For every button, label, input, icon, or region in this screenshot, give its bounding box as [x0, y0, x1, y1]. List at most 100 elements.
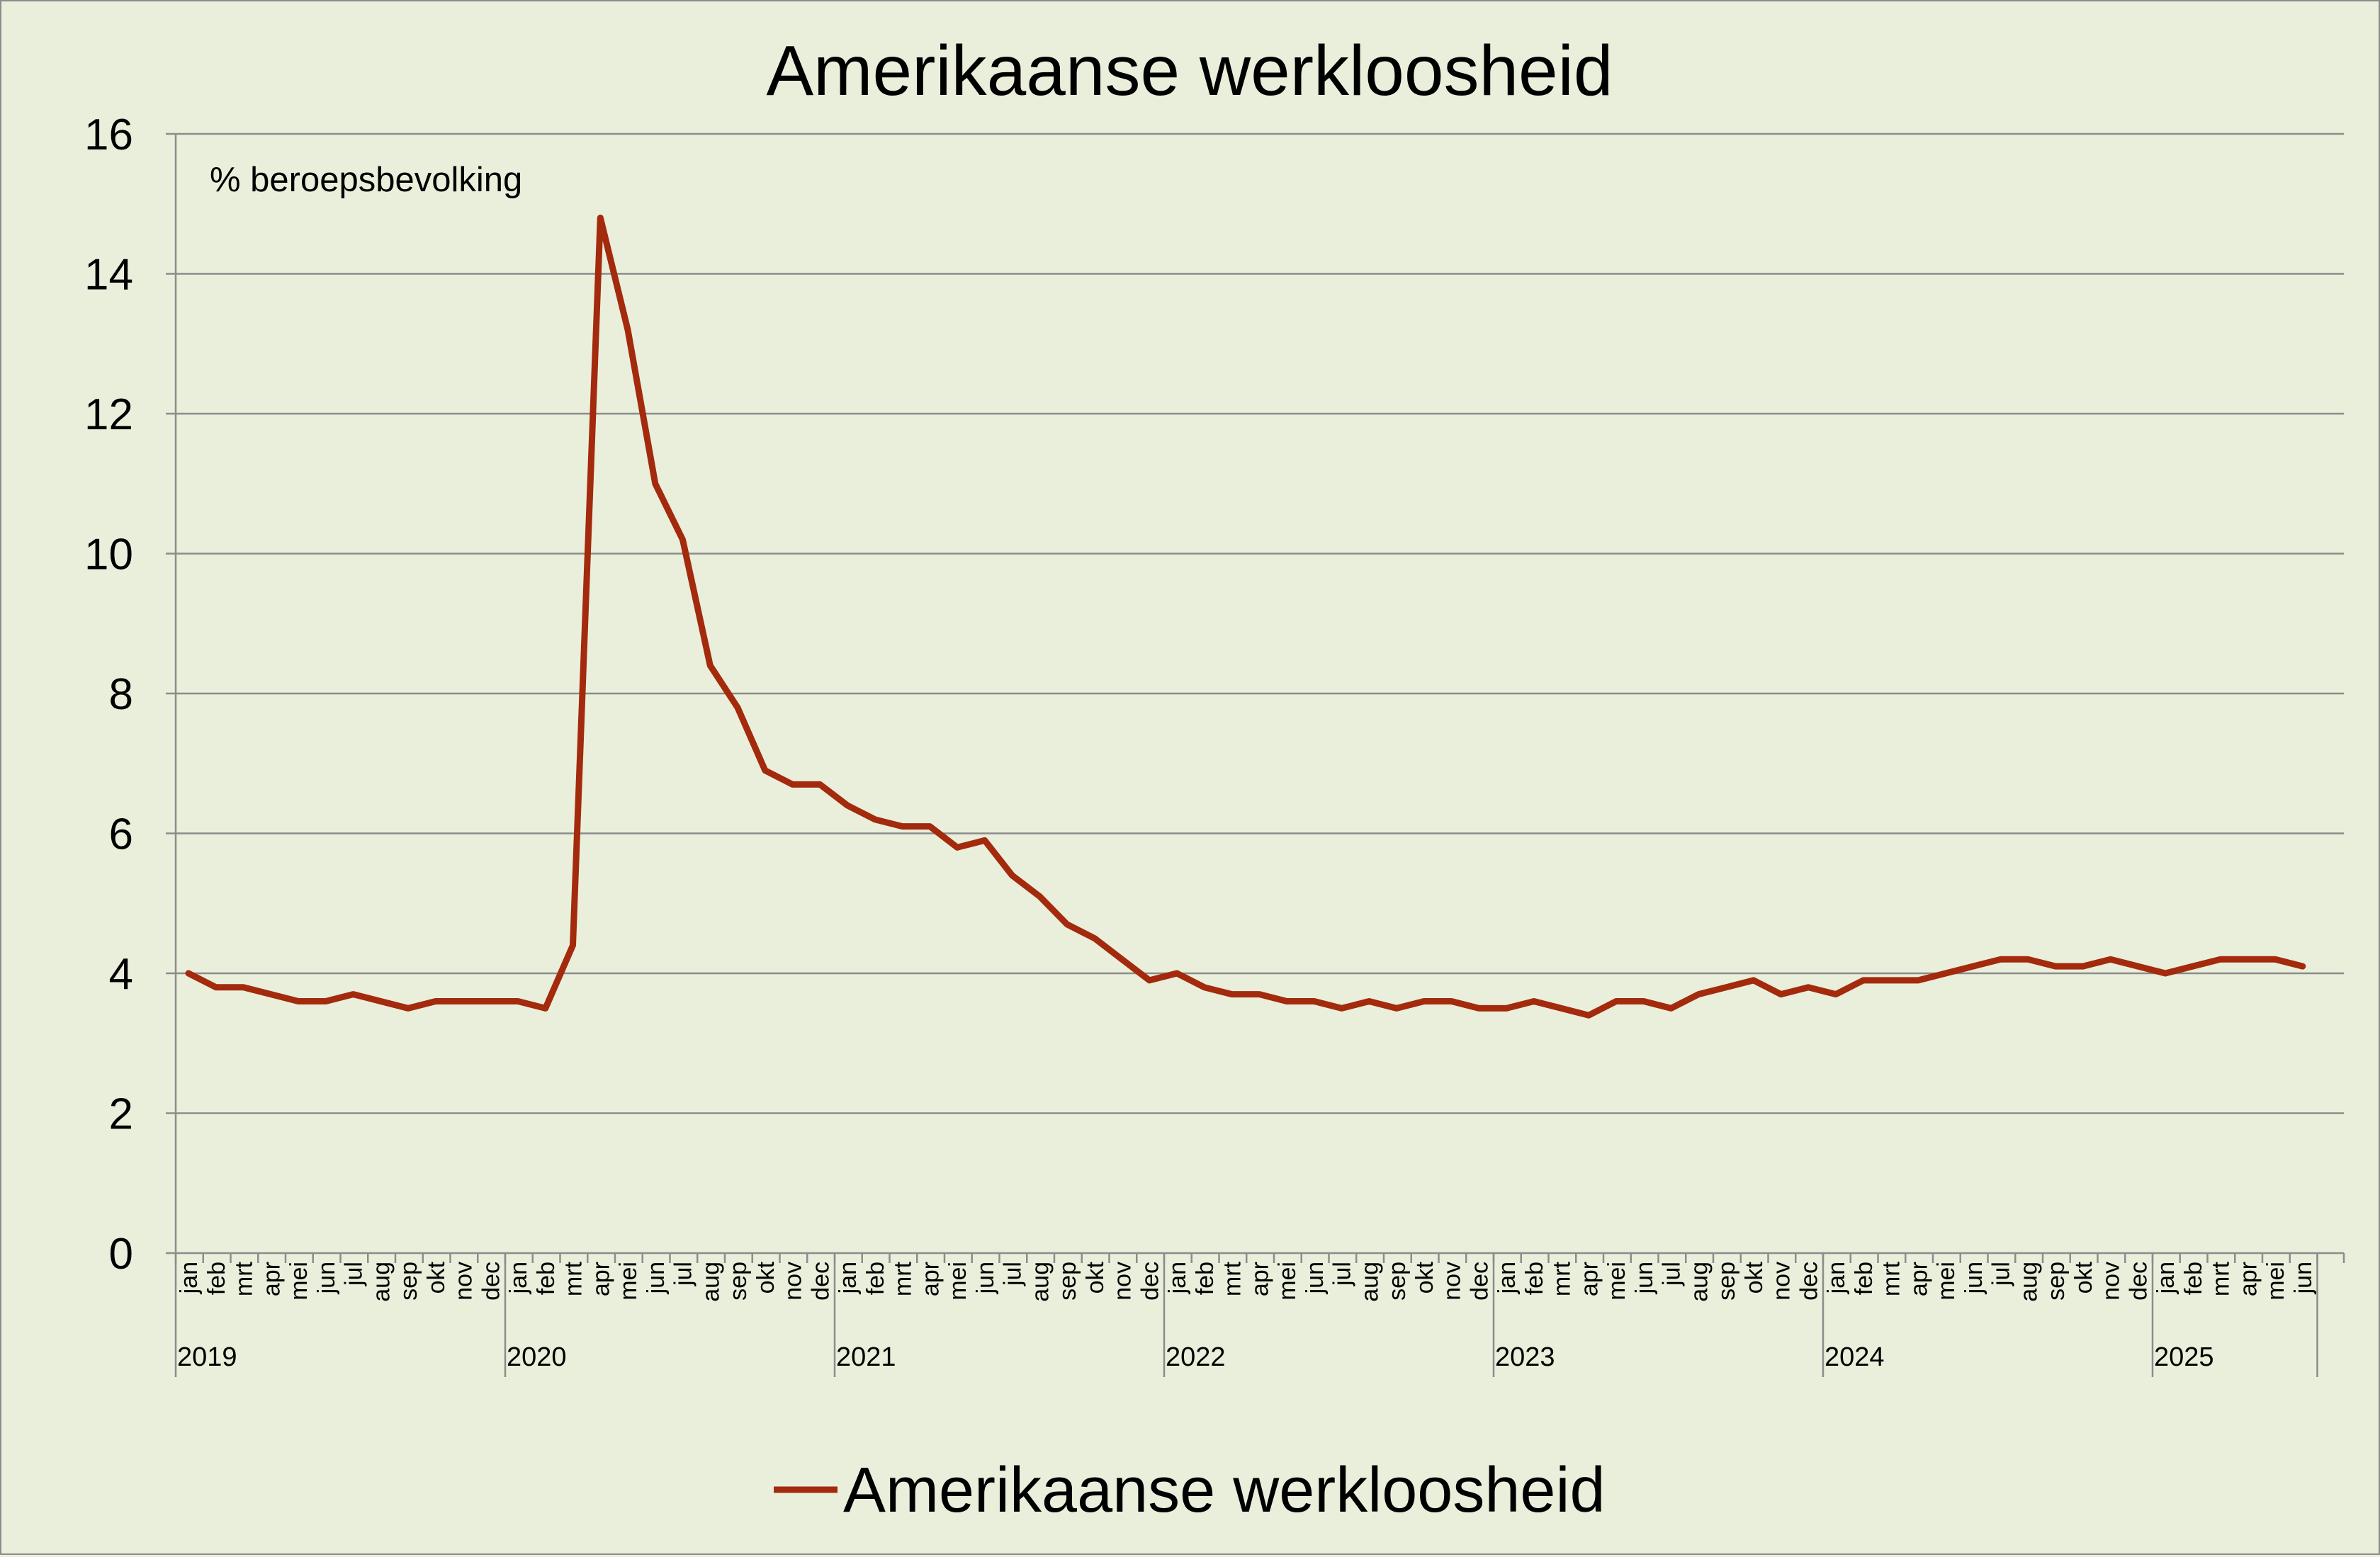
x-tick-label: jan: [1164, 1262, 1191, 1294]
year-label: 2019: [177, 1342, 237, 1372]
year-label: 2024: [1825, 1342, 1885, 1372]
x-tick-label: aug: [2015, 1262, 2042, 1302]
y-tick-label: 12: [84, 390, 133, 439]
x-tick-label: jun: [1302, 1262, 1329, 1294]
x-tick-label: mei: [286, 1262, 312, 1301]
x-tick-label: nov: [1439, 1262, 1466, 1301]
gridlines: [176, 132, 2344, 1114]
x-tick-label: nov: [1110, 1262, 1137, 1301]
x-tick-label: mrt: [1219, 1261, 1246, 1296]
y-tick-label: 2: [109, 1090, 133, 1139]
x-tick-label: mei: [2262, 1262, 2289, 1301]
x-tick-label: jun: [643, 1262, 670, 1294]
x-tick-label: dec: [1466, 1262, 1493, 1301]
series-line: [185, 215, 2306, 1019]
x-tick-label: jul: [670, 1262, 697, 1286]
x-tick-label: sep: [395, 1262, 422, 1301]
x-tick-label: mrt: [890, 1261, 917, 1296]
x-tick-label: jun: [313, 1262, 340, 1294]
x-tick-label: sep: [2043, 1262, 2070, 1301]
x-tick-label: mei: [1274, 1262, 1301, 1301]
x-tick-label: feb: [533, 1262, 560, 1295]
x-tick-label: mrt: [2208, 1261, 2235, 1296]
x-tick-label: apr: [258, 1262, 285, 1296]
y-tick-label: 4: [109, 950, 133, 999]
x-tick-label: jan: [835, 1262, 862, 1294]
x-tick-label: mei: [944, 1262, 971, 1301]
year-label: 2025: [2154, 1342, 2214, 1372]
x-tick-label: jan: [505, 1262, 532, 1294]
x-tick-label: mrt: [1878, 1261, 1905, 1296]
x-tick-label: apr: [2235, 1262, 2262, 1296]
x-tick-label: sep: [1054, 1262, 1081, 1301]
x-tick-label: dec: [2125, 1262, 2152, 1301]
series-layer: [185, 215, 2306, 1019]
x-tick-label: jan: [1823, 1262, 1850, 1294]
x-tick-label: feb: [1851, 1262, 1878, 1295]
x-tick-label: feb: [862, 1262, 889, 1295]
x-tick-label: jan: [2153, 1262, 2179, 1294]
x-tick-label: jul: [341, 1262, 368, 1286]
x-tick-label: jul: [1988, 1262, 2015, 1286]
x-tick-label: dec: [1137, 1262, 1163, 1301]
x-tick-label: nov: [780, 1262, 807, 1301]
x-tick-label: nov: [451, 1262, 478, 1301]
x-tick-label: apr: [1905, 1262, 1932, 1296]
x-tick-label: jun: [1961, 1262, 1987, 1294]
x-tick-label: sep: [1384, 1262, 1411, 1301]
x-tick-label: jun: [1631, 1262, 1658, 1294]
legend: Amerikaanse werkloosheid: [774, 1455, 1606, 1526]
year-label: 2020: [507, 1342, 567, 1372]
x-tick-label: sep: [1713, 1262, 1740, 1301]
x-tick-label: mrt: [231, 1261, 258, 1296]
y-tick-label: 14: [84, 251, 133, 300]
x-tick-label: jul: [1659, 1262, 1686, 1286]
y-axis-ticks: 0 2 4 6 8 10 12 14 16: [84, 111, 176, 1279]
x-tick-label: mrt: [1549, 1261, 1576, 1296]
x-tick-label: feb: [1521, 1262, 1548, 1295]
x-tick-label: jun: [972, 1262, 999, 1294]
x-tick-label: sep: [725, 1262, 752, 1301]
x-tick-label: mrt: [560, 1261, 587, 1296]
x-tick-label: nov: [1769, 1262, 1795, 1301]
x-tick-label: mei: [615, 1262, 642, 1301]
x-tick-label: apr: [1246, 1262, 1273, 1296]
x-tick-label: mei: [1603, 1262, 1630, 1301]
year-label: 2021: [836, 1342, 896, 1372]
x-tick-label: apr: [917, 1262, 944, 1296]
x-tick-label: aug: [1356, 1262, 1383, 1302]
x-tick-label: apr: [587, 1262, 614, 1296]
x-tick-label: okt: [1741, 1261, 1768, 1293]
y-tick-label: 10: [84, 531, 133, 579]
x-axis-ticks: jan feb mrt apr mei jun jul aug sep okt nov dec jan f…: [174, 1253, 2345, 1377]
x-tick-label: feb: [1192, 1262, 1219, 1295]
x-tick-label: dec: [807, 1262, 834, 1301]
x-tick-label: nov: [2098, 1262, 2125, 1301]
x-tick-label: dec: [1795, 1262, 1822, 1301]
x-tick-label: mei: [1933, 1262, 1960, 1301]
x-tick-label: aug: [1686, 1262, 1713, 1302]
x-tick-label: feb: [2180, 1262, 2207, 1295]
chart-title: Amerikaanse werkloosheid: [766, 31, 1613, 111]
y-tick-label: 0: [109, 1230, 133, 1279]
year-label: 2022: [1166, 1342, 1226, 1372]
x-tick-label: jan: [1494, 1262, 1521, 1294]
x-tick-label: okt: [423, 1261, 450, 1293]
x-tick-label: jul: [1329, 1262, 1356, 1286]
x-tick-label: apr: [1576, 1262, 1603, 1296]
x-tick-label: okt: [752, 1261, 779, 1293]
y-tick-label: 16: [84, 111, 133, 159]
x-tick-label: dec: [478, 1262, 504, 1301]
x-tick-label: jan: [176, 1262, 203, 1294]
y-tick-label: 6: [109, 810, 133, 859]
x-tick-label: jun: [2290, 1262, 2317, 1294]
x-tick-label: jul: [1000, 1262, 1027, 1286]
year-label: 2023: [1495, 1342, 1555, 1372]
x-tick-label: aug: [368, 1262, 395, 1302]
y-tick-label: 8: [109, 670, 133, 719]
x-tick-label: okt: [1082, 1261, 1109, 1293]
x-tick-label: okt: [2070, 1261, 2097, 1293]
x-tick-label: okt: [1411, 1261, 1438, 1293]
